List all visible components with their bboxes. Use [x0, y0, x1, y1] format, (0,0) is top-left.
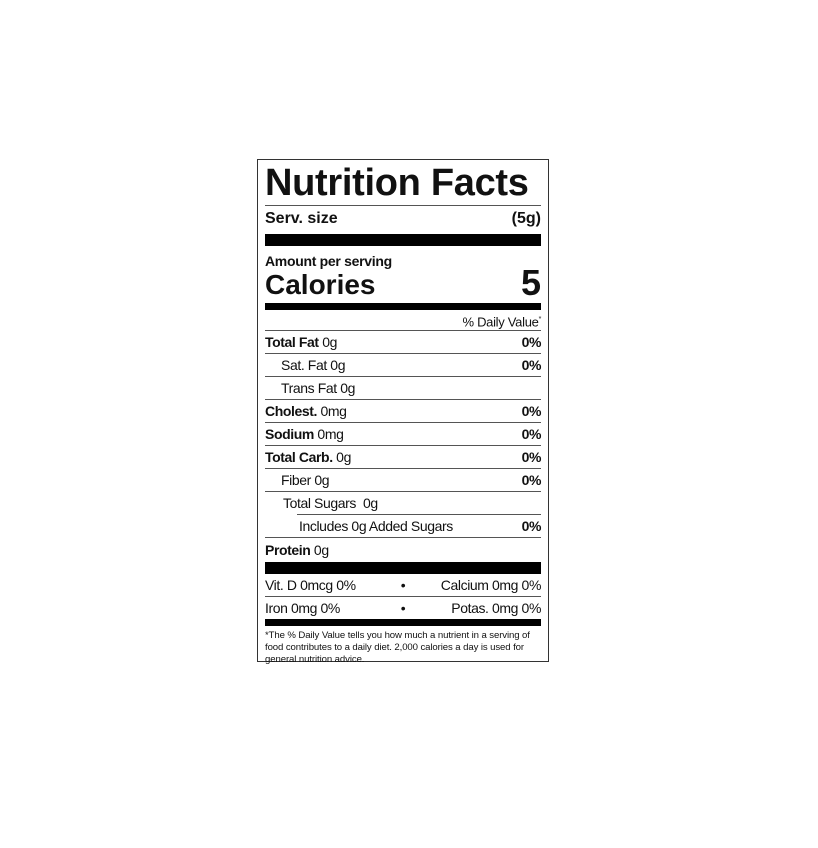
- footnote: *The % Daily Value tells you how much a …: [265, 630, 530, 665]
- serving-size-label: Serv. size: [265, 210, 338, 227]
- thick-divider: [265, 562, 541, 574]
- thick-divider: [265, 303, 541, 310]
- nutrient-row-total-sugars: Total Sugars 0g: [283, 495, 378, 511]
- label-title: Nutrition Facts: [265, 162, 529, 204]
- calories-label: Calories: [265, 269, 376, 300]
- calories-row: Calories 5: [265, 265, 541, 301]
- vitamin-row: Iron 0mg 0% • Potas. 0mg 0%: [265, 600, 541, 616]
- thick-divider: [265, 234, 541, 246]
- daily-value-header: % Daily Value*: [462, 314, 542, 330]
- nutrient-row-fiber: Fiber 0g 0%: [281, 472, 541, 488]
- thick-divider: [265, 619, 541, 626]
- nutrient-row-added-sugars: Includes 0g Added Sugars 0%: [299, 518, 541, 534]
- vitamin-row: Vit. D 0mcg 0% • Calcium 0mg 0%: [265, 577, 541, 593]
- nutrition-facts-label: Nutrition Facts Serv. size (5g) Amount p…: [257, 159, 549, 665]
- serving-size-row: Serv. size (5g): [265, 206, 541, 232]
- serving-size-value: (5g): [511, 210, 541, 227]
- nutrient-row-protein: Protein 0g: [265, 542, 329, 558]
- nutrient-row-total-fat: Total Fat 0g 0%: [265, 334, 541, 350]
- nutrient-row-cholesterol: Cholest. 0mg 0%: [265, 403, 541, 419]
- nutrient-row-sat-fat: Sat. Fat 0g 0%: [281, 357, 541, 373]
- nutrient-row-total-carb: Total Carb. 0g 0%: [265, 449, 541, 465]
- calories-value: 5: [520, 262, 541, 303]
- nutrient-row-sodium: Sodium 0mg 0%: [265, 426, 541, 442]
- amount-per-serving: Amount per serving: [265, 253, 392, 269]
- nutrient-row-trans-fat: Trans Fat 0g: [281, 380, 356, 396]
